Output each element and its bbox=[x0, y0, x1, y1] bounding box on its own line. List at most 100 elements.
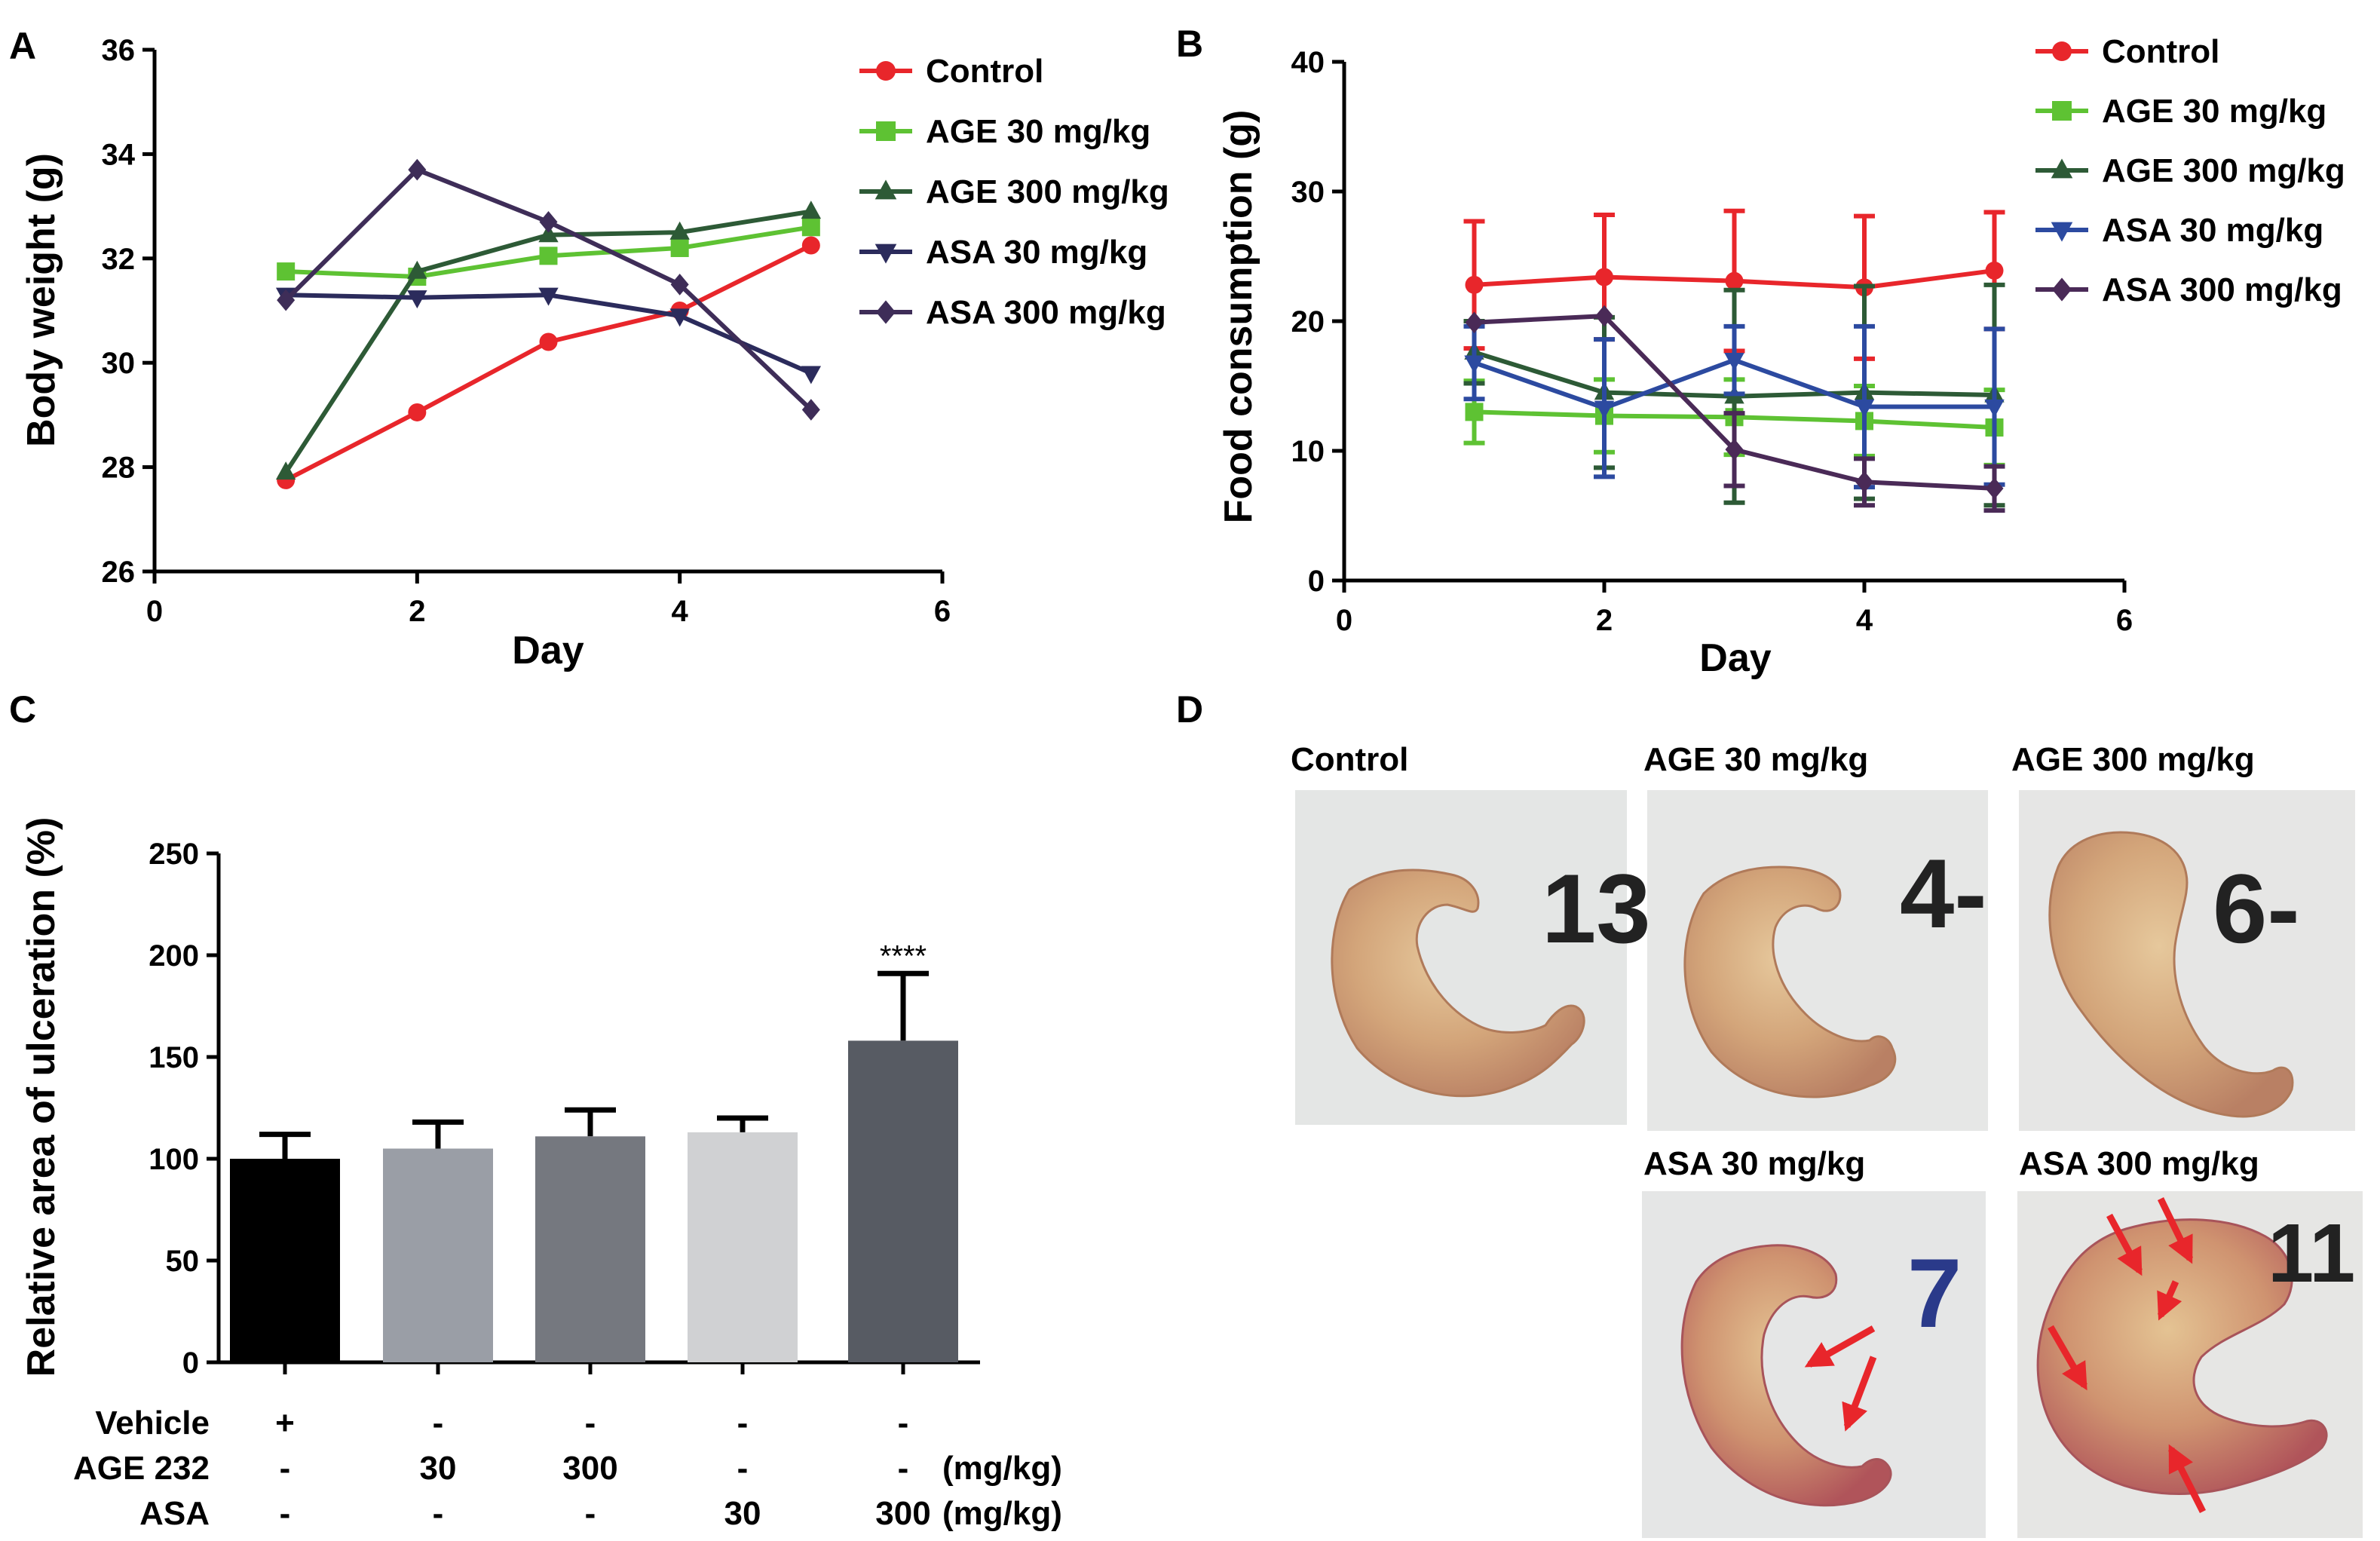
data-point bbox=[407, 290, 427, 309]
data-point bbox=[1984, 399, 2005, 418]
data-point bbox=[407, 260, 427, 279]
bar bbox=[848, 1040, 958, 1362]
panel-b-xlabel: Day bbox=[1699, 636, 1771, 680]
row-label: Vehicle bbox=[95, 1405, 210, 1441]
legend-label: ASA 30 mg/kg bbox=[2102, 212, 2323, 249]
legend-marker bbox=[2051, 158, 2073, 179]
legend-label: Control bbox=[2102, 33, 2219, 70]
legend-marker bbox=[2052, 277, 2072, 302]
y-tick-label: 26 bbox=[102, 556, 136, 589]
panel-a-axes: 26 28 30 32 34 36 0 2 4 6 bbox=[102, 34, 951, 628]
data-point bbox=[408, 158, 427, 181]
row-unit: (mg/kg) bbox=[942, 1450, 1062, 1487]
y-tick-label: 36 bbox=[102, 34, 136, 67]
data-point bbox=[801, 399, 820, 421]
data-point bbox=[1724, 353, 1744, 371]
series-asa-300-mg-kg bbox=[1465, 305, 2005, 513]
row-cell: - bbox=[585, 1495, 596, 1532]
panel-b-axes: 0 10 20 30 40 0 2 4 6 bbox=[1291, 46, 2133, 637]
row-label: ASA bbox=[139, 1495, 210, 1532]
y-tick-label: 40 bbox=[1291, 46, 1325, 79]
data-point bbox=[277, 262, 296, 281]
row-cell: - bbox=[280, 1450, 291, 1487]
y-tick-label: 0 bbox=[1308, 565, 1325, 598]
photo-sample-id: 13 bbox=[1542, 853, 1651, 964]
data-point bbox=[670, 274, 689, 296]
y-tick-label: 10 bbox=[1291, 435, 1325, 468]
row-cell: 30 bbox=[724, 1495, 761, 1532]
x-tick-label: 6 bbox=[934, 595, 951, 628]
panel-letter-c: C bbox=[9, 688, 36, 731]
row-cell: - bbox=[433, 1405, 444, 1441]
data-point bbox=[801, 236, 820, 255]
legend-label: AGE 30 mg/kg bbox=[926, 113, 1150, 150]
data-point bbox=[277, 289, 296, 311]
row-cell: - bbox=[898, 1450, 909, 1487]
data-point bbox=[539, 332, 558, 351]
bar bbox=[383, 1148, 493, 1362]
legend-marker bbox=[875, 244, 897, 264]
data-point bbox=[1595, 268, 1613, 286]
series-age-300-mg-kg bbox=[275, 201, 822, 480]
row-cell: 30 bbox=[420, 1450, 457, 1487]
data-point bbox=[1464, 355, 1484, 374]
photo-label: AGE 30 mg/kg bbox=[1643, 741, 1868, 778]
photo-label: ASA 300 mg/kg bbox=[2019, 1145, 2259, 1182]
stomach-shape bbox=[1331, 869, 1585, 1098]
data-point bbox=[1985, 477, 2004, 500]
row-cell: 300 bbox=[875, 1495, 930, 1532]
legend-label: AGE 300 mg/kg bbox=[926, 173, 1169, 210]
row-cell: - bbox=[280, 1495, 291, 1532]
data-point bbox=[1985, 261, 2004, 280]
photo-sample-id: 4- bbox=[1900, 838, 1987, 948]
row-cell: - bbox=[585, 1405, 596, 1441]
legend-label: AGE 300 mg/kg bbox=[2102, 152, 2345, 189]
photo-label: AGE 300 mg/kg bbox=[2011, 741, 2255, 778]
data-point bbox=[538, 224, 559, 243]
photo-control: Control 13 bbox=[1291, 741, 1651, 1125]
x-tick-label: 2 bbox=[409, 595, 425, 628]
x-tick-label: 0 bbox=[146, 595, 163, 628]
legend-label: Control bbox=[926, 53, 1043, 90]
data-point bbox=[801, 218, 820, 237]
legend-marker bbox=[876, 300, 896, 324]
legend-marker bbox=[2052, 101, 2072, 121]
bar bbox=[535, 1136, 645, 1362]
bar bbox=[230, 1159, 340, 1362]
data-point bbox=[1725, 271, 1744, 290]
red-arrow bbox=[1842, 1356, 1877, 1432]
data-point bbox=[1725, 438, 1744, 461]
data-point bbox=[1594, 400, 1615, 419]
legend-marker bbox=[2051, 222, 2073, 242]
red-arrow bbox=[2106, 1213, 2143, 1276]
data-point bbox=[538, 287, 559, 306]
y-tick-label: 250 bbox=[149, 838, 199, 871]
y-tick-label: 20 bbox=[1291, 305, 1325, 339]
x-tick-label: 4 bbox=[672, 595, 689, 628]
x-tick-label: 0 bbox=[1336, 604, 1352, 637]
panel-c-ylabel: Relative area of ulceration (%) bbox=[20, 817, 63, 1377]
bar bbox=[688, 1132, 798, 1362]
data-point bbox=[1465, 403, 1484, 421]
legend-marker bbox=[876, 61, 896, 81]
series-line bbox=[284, 243, 813, 483]
row-unit: (mg/kg) bbox=[942, 1495, 1062, 1532]
stomach-shape bbox=[1683, 865, 1897, 1098]
legend-label: ASA 300 mg/kg bbox=[926, 294, 1166, 331]
photo-label: Control bbox=[1291, 741, 1408, 778]
legend-label: ASA 30 mg/kg bbox=[926, 234, 1147, 271]
photo-sample-id: 6- bbox=[2213, 853, 2300, 964]
y-tick-label: 32 bbox=[102, 243, 136, 276]
panel-b-series bbox=[1463, 208, 2005, 513]
photo-age-300: AGE 300 mg/kg 6- bbox=[2011, 741, 2355, 1131]
panel-a-legend: Control AGE 30 mg/kg AGE 300 mg/kg ASA 30 m… bbox=[859, 53, 1169, 331]
data-point bbox=[1595, 305, 1613, 327]
data-point bbox=[539, 210, 558, 233]
red-arrow bbox=[2157, 1197, 2194, 1264]
panel-a-xlabel: Day bbox=[512, 629, 584, 672]
y-tick-label: 30 bbox=[102, 347, 136, 380]
stomach-shape bbox=[1680, 1244, 1892, 1507]
row-cell: - bbox=[433, 1495, 444, 1532]
panel-d: D Control 13 AGE 30 mg/kg 4- AGE 300 mg/… bbox=[1176, 688, 2363, 1538]
